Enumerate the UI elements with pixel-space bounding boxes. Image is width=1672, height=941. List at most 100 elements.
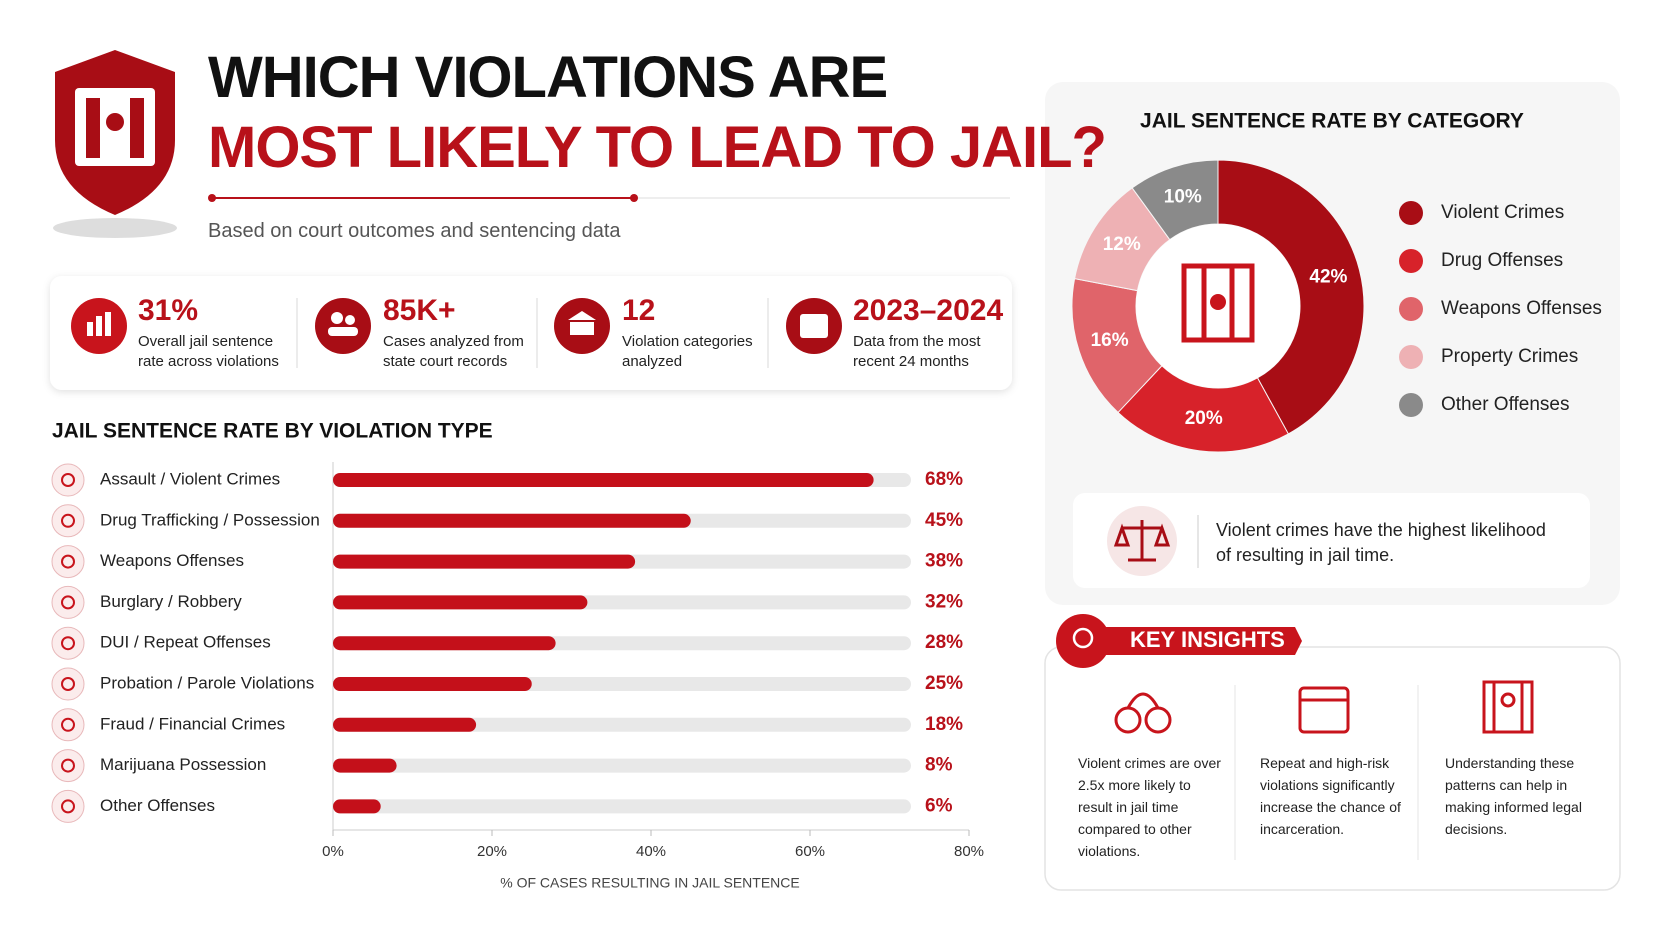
chart-title: JAIL SENTENCE RATE BY VIOLATION TYPE — [52, 420, 493, 443]
slice-label: 42% — [1309, 267, 1347, 288]
row-icon — [51, 463, 85, 497]
bar — [333, 513, 691, 528]
legend-swatch — [1399, 249, 1423, 273]
row-icon-glyph — [61, 799, 75, 814]
row-icon-glyph — [61, 758, 75, 773]
row-icon-glyph — [61, 513, 75, 528]
category-label: DUI / Repeat Offenses — [100, 633, 271, 652]
legend-label: Property Crimes — [1441, 346, 1578, 367]
value-label: 25% — [925, 673, 963, 694]
value-label: 32% — [925, 591, 963, 612]
row-icon-glyph — [61, 554, 75, 569]
stat-value: 2023–2024 — [853, 294, 1004, 327]
bar — [333, 758, 397, 773]
dot — [630, 194, 638, 202]
x-tick-label: 20% — [477, 843, 507, 860]
callout-text: Violent crimes have the highest likeliho… — [1216, 520, 1546, 565]
bar-track — [333, 758, 911, 773]
bar-track — [333, 799, 911, 814]
category-label: Assault / Violent Crimes — [100, 469, 280, 488]
chart-title: JAIL SENTENCE RATE BY CATEGORY — [1140, 110, 1524, 133]
bar — [333, 473, 874, 487]
shield-shadow — [53, 218, 177, 238]
bar — [333, 677, 532, 691]
bar-track — [333, 717, 911, 732]
value-label: 45% — [925, 510, 963, 531]
legend-label: Weapons Offenses — [1441, 298, 1602, 319]
bar — [333, 799, 381, 814]
jail-keyhole — [1210, 294, 1226, 310]
insights-band — [1085, 627, 1302, 655]
category-label: Probation / Parole Violations — [100, 673, 314, 692]
category-label: Drug Trafficking / Possession — [100, 510, 320, 529]
legend-label: Drug Offenses — [1441, 250, 1563, 271]
stat-label: Cases analyzed from state court records — [383, 333, 524, 370]
row-icon — [51, 626, 85, 660]
stat-value: 85K+ — [383, 294, 456, 327]
bar — [333, 717, 477, 732]
slice-label: 20% — [1185, 408, 1223, 429]
x-tick-label: 60% — [795, 843, 825, 860]
dot — [208, 194, 216, 202]
row-icon — [51, 545, 85, 579]
shield-bar — [130, 98, 144, 158]
scales-glyph — [1113, 520, 1171, 562]
insights-title: KEY INSIGHTS — [1130, 627, 1285, 652]
category-label: Weapons Offenses — [100, 551, 244, 570]
legend-label: Other Offenses — [1441, 394, 1570, 415]
row-icon — [51, 585, 85, 619]
row-icon-glyph — [61, 636, 75, 651]
value-label: 28% — [925, 632, 963, 653]
legend-swatch — [1399, 345, 1423, 369]
bar — [333, 636, 556, 651]
keyhole — [106, 113, 124, 131]
value-label: 68% — [925, 469, 963, 490]
category-label: Other Offenses — [100, 796, 215, 815]
bulb-glyph — [1072, 627, 1094, 649]
row-icon — [51, 789, 85, 823]
x-tick-label: 0% — [322, 843, 344, 860]
category-label: Marijuana Possession — [100, 755, 266, 774]
stat: 85K+ Cases analyzed from state court reco… — [383, 294, 533, 372]
title-line-2: MOST LIKELY TO LEAD TO JAIL? — [208, 115, 1107, 180]
stat: 2023–2024 Data from the most recent 24 mo… — [853, 294, 1003, 372]
stat-icons — [71, 298, 842, 354]
value-label: 8% — [925, 755, 953, 776]
stat: 31% Overall jail sentence rate across vio… — [138, 294, 288, 372]
shield-bar — [86, 98, 100, 158]
insight-text: Violent crimes are over 2.5x more likely… — [1078, 755, 1221, 859]
slice-label: 12% — [1103, 234, 1141, 255]
insight-text: Understanding these patterns can help in… — [1445, 755, 1582, 837]
stats-card — [50, 276, 1012, 390]
slice-label: 10% — [1164, 187, 1202, 208]
stat-label: Overall jail sentence rate across violat… — [138, 333, 279, 370]
insight-text: Repeat and high-risk violations signific… — [1260, 755, 1401, 837]
stat-label: Violation categories analyzed — [622, 333, 753, 370]
insight-icons — [1114, 680, 1534, 734]
bulb-icon — [1056, 614, 1110, 668]
row-icon — [51, 749, 85, 783]
jail-icon — [1181, 263, 1255, 343]
category-label: Burglary / Robbery — [100, 592, 242, 611]
row-icon-glyph — [61, 595, 75, 610]
callout-box — [1073, 493, 1590, 588]
stat-value: 12 — [622, 294, 656, 327]
x-axis-label: % OF CASES RESULTING IN JAIL SENTENCE — [500, 875, 800, 891]
stat-label: Data from the most recent 24 months — [853, 333, 981, 370]
value-label: 18% — [925, 714, 963, 735]
row-icon — [51, 667, 85, 701]
subtitle: Based on court outcomes and sentencing d… — [208, 220, 621, 242]
x-tick-label: 40% — [636, 843, 666, 860]
stat-value: 31% — [138, 294, 199, 327]
x-tick-label: 80% — [954, 843, 984, 860]
bar — [333, 595, 588, 610]
title-line-1: WHICH VIOLATIONS ARE — [208, 45, 888, 110]
legend-swatch — [1399, 393, 1423, 417]
insight-dividers — [1234, 685, 1419, 860]
stat-dividers — [296, 298, 769, 368]
row-icon-glyph — [61, 717, 75, 732]
legend-swatch — [1399, 201, 1423, 225]
insights-box — [1044, 646, 1621, 891]
